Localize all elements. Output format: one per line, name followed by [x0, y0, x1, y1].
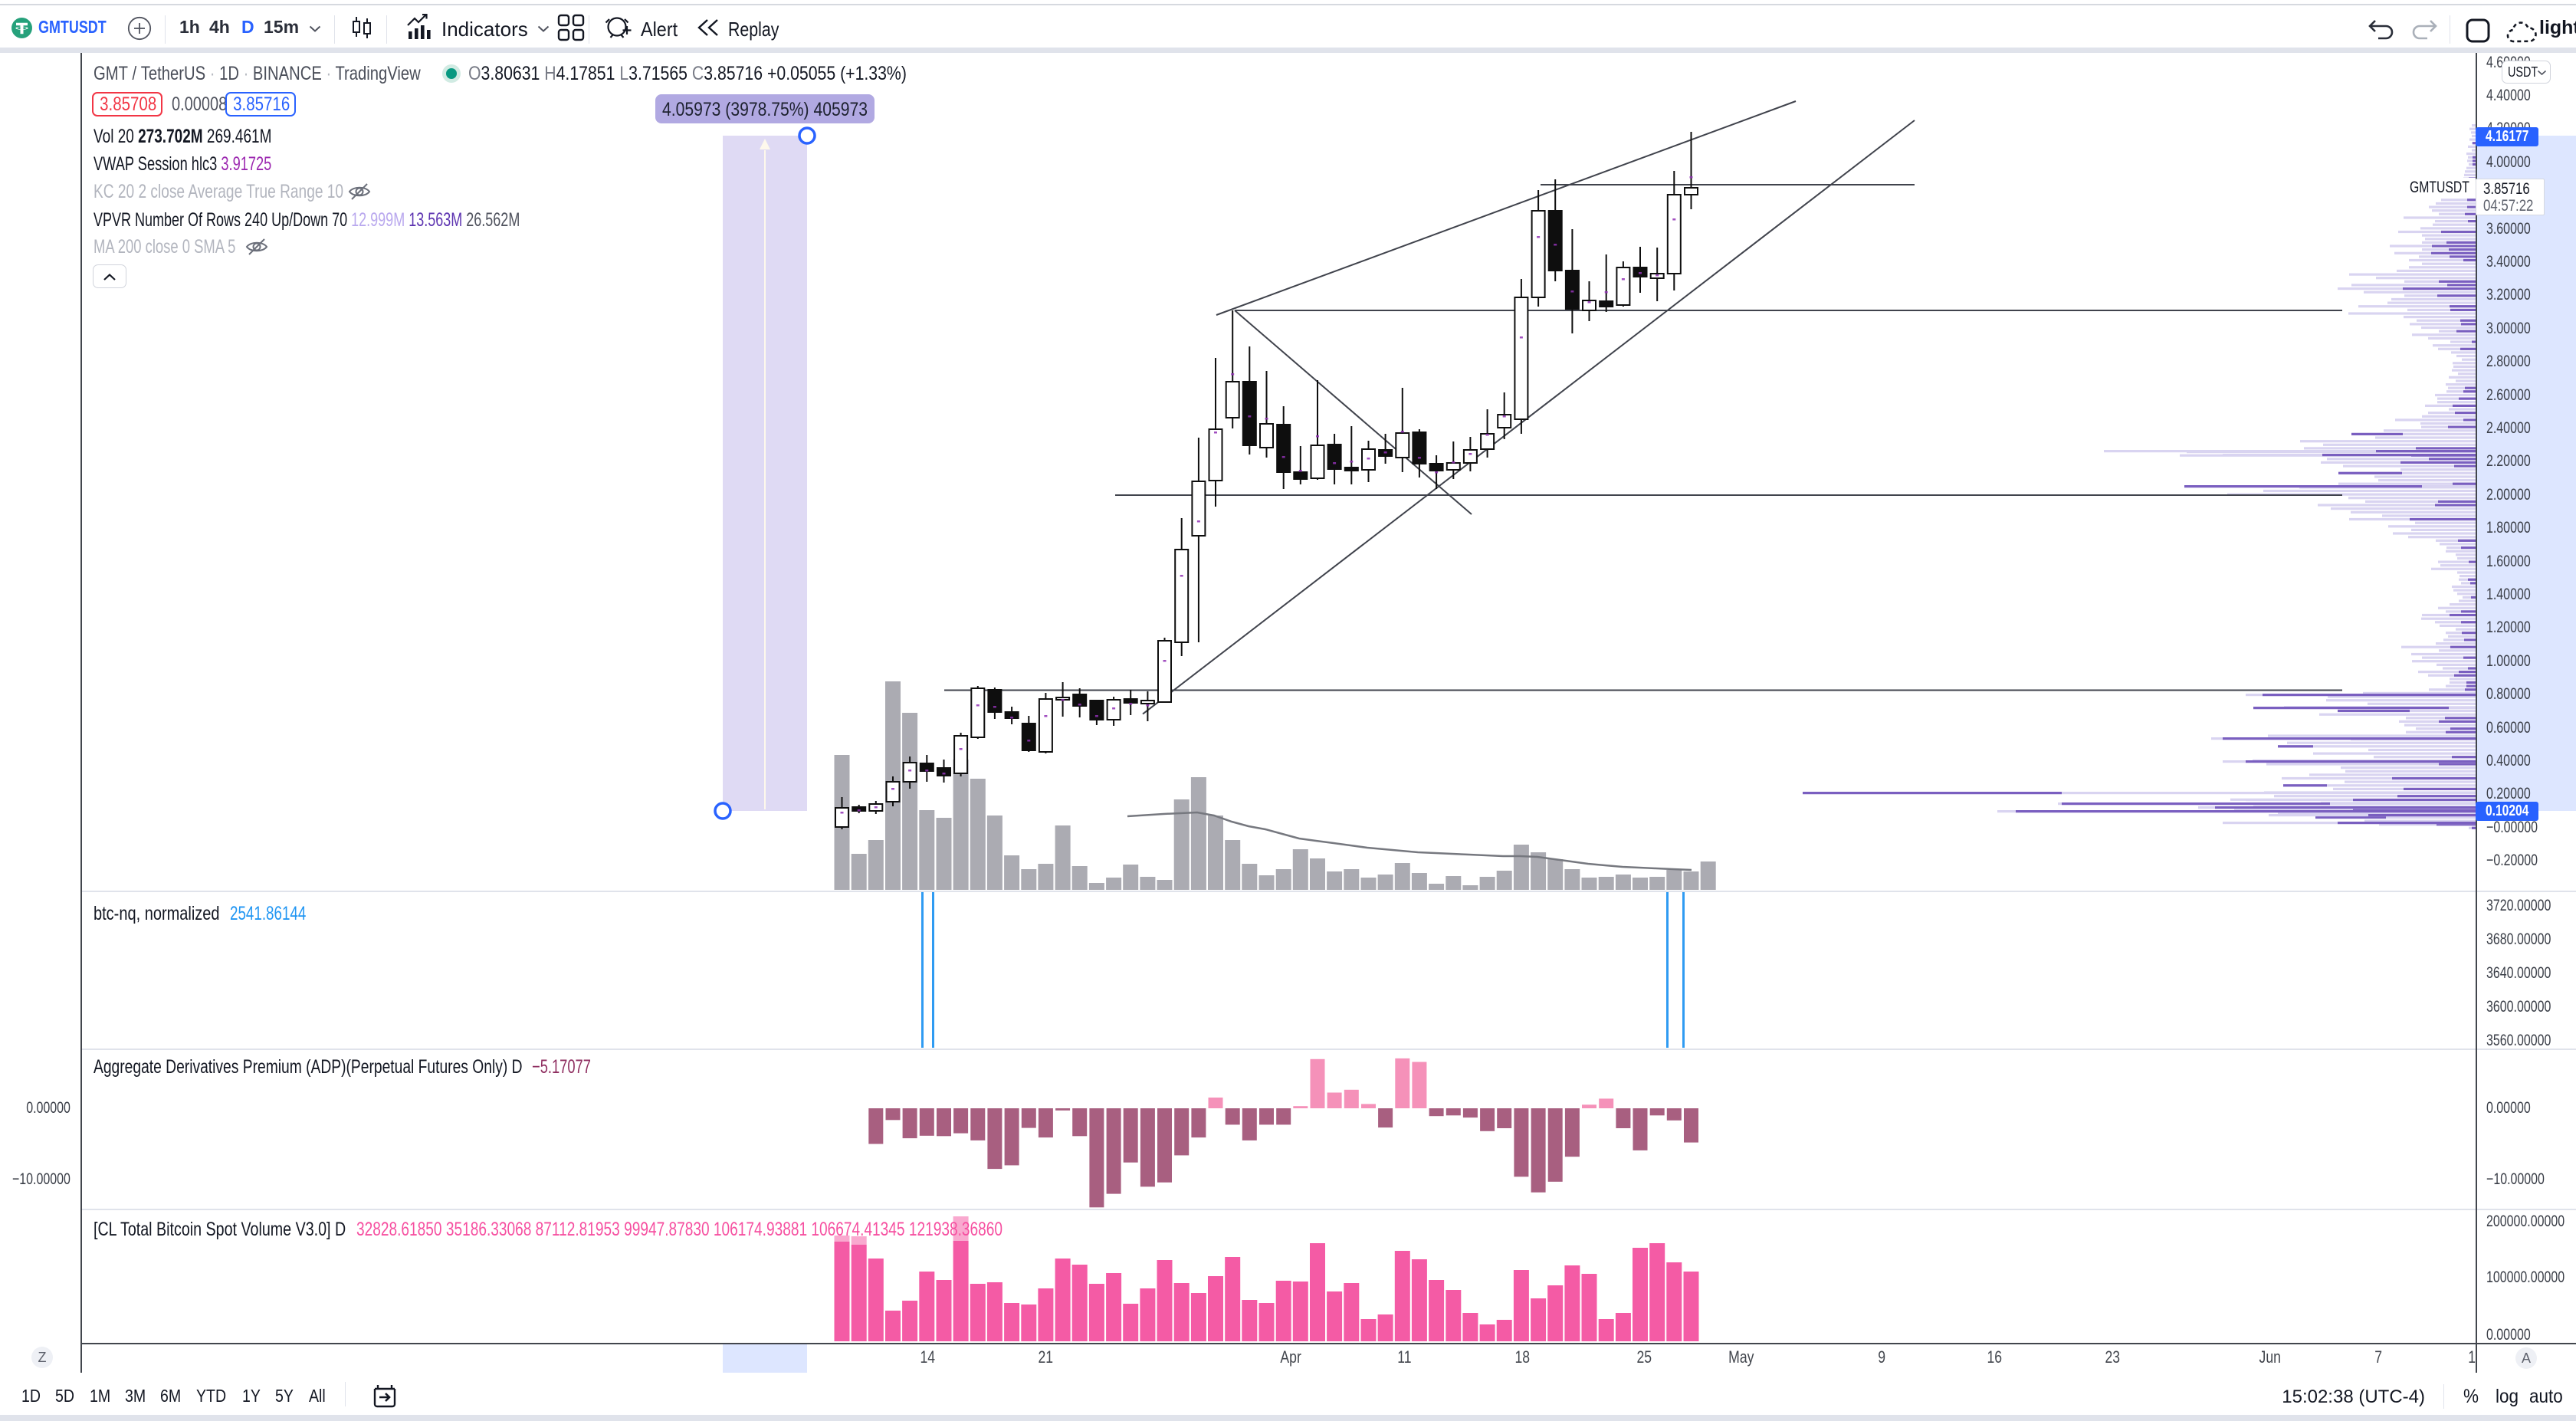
svg-text:4.05973 (3978.75%) 405973: 4.05973 (3978.75%) 405973: [662, 99, 868, 120]
